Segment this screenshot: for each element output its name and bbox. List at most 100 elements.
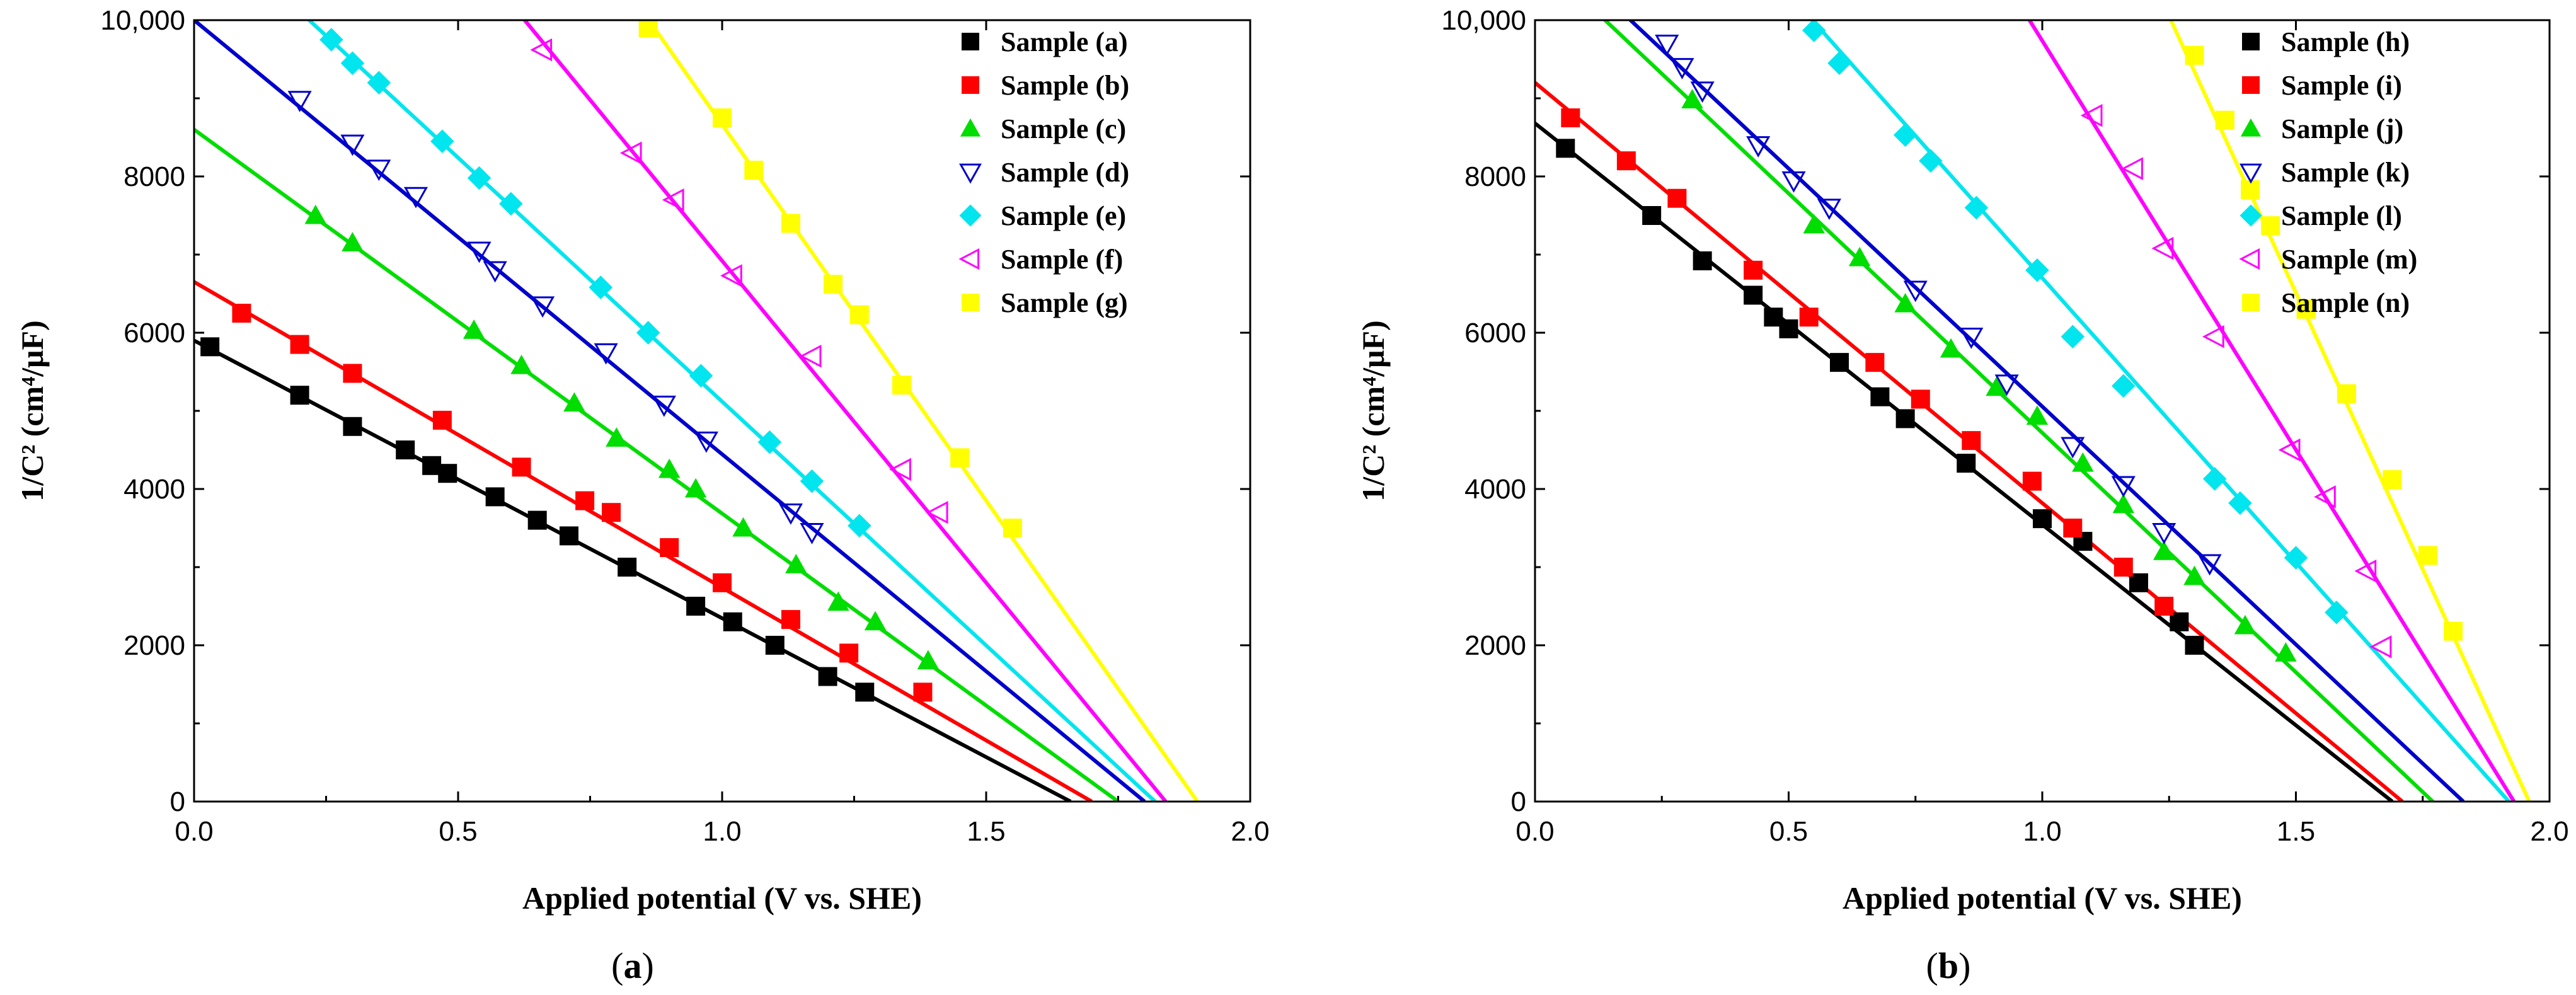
data-point [575, 491, 595, 510]
data-point [917, 650, 940, 670]
data-point [530, 38, 553, 62]
data-point [765, 636, 785, 655]
fit-line [522, 20, 1168, 802]
x-tick-label: 0.5 [1769, 816, 1808, 847]
data-point [1848, 246, 1871, 267]
data-point [652, 395, 676, 417]
data-point [559, 526, 578, 546]
data-point [1895, 409, 1915, 428]
fit-line [1602, 20, 2434, 802]
legend-marker [2242, 294, 2260, 311]
data-point [799, 344, 822, 368]
chart-panel-a: 0.0 0.5 1.0 1.5 2.0 0 2000 4000 6000 8000 10,000 Ap… [14, 5, 1270, 986]
data-point [594, 343, 618, 365]
data-point [2072, 452, 2094, 472]
data-point [2325, 601, 2349, 624]
legend-marker [962, 76, 979, 94]
data-point [720, 264, 742, 287]
data-point [2151, 236, 2174, 260]
x-axis-title: Applied potential (V vs. SHE) [1843, 880, 2242, 916]
data-point [589, 275, 613, 299]
data-point [684, 478, 707, 498]
data-point [2033, 509, 2052, 529]
data-point [618, 558, 637, 577]
legend-label: Sample (k) [2281, 157, 2410, 188]
data-point [2112, 493, 2135, 514]
fit-line [2168, 20, 2531, 802]
y-tick-label: 0 [1511, 786, 1526, 817]
data-point [1744, 260, 1763, 280]
data-point [438, 464, 457, 483]
x-tick-label: 1.5 [2277, 816, 2315, 847]
legend-label: Sample (d) [1001, 157, 1129, 188]
data-point [686, 597, 706, 616]
data-point [2022, 471, 2042, 491]
fit-line [194, 128, 1120, 802]
data-point [757, 430, 782, 454]
plot-area [1535, 20, 2531, 802]
data-point [2337, 384, 2356, 403]
legend-marker [2240, 204, 2262, 227]
data-point [689, 364, 713, 388]
y-tick-label: 6000 [124, 318, 185, 348]
data-point [606, 427, 628, 447]
data-point [1940, 338, 1962, 358]
data-point [2112, 374, 2136, 398]
data-point [2153, 540, 2175, 560]
legend-marker [2240, 118, 2262, 137]
data-point [732, 517, 754, 537]
data-point [1667, 188, 1687, 208]
data-point [1681, 89, 1703, 108]
data-point [1894, 292, 1916, 313]
data-point [2185, 45, 2204, 65]
legend-marker [2240, 163, 2262, 184]
data-point [889, 457, 911, 481]
data-point [531, 296, 555, 318]
data-point [848, 514, 871, 538]
panel-caption: (b) [1926, 945, 1971, 986]
data-point [343, 417, 362, 436]
data-point [662, 188, 684, 212]
legend-marker [958, 248, 980, 270]
data-point [602, 503, 621, 522]
data-point [1642, 206, 1662, 225]
x-tick-label: 1.5 [967, 816, 1005, 847]
data-point [778, 503, 803, 525]
data-point [1670, 58, 1694, 79]
data-point [800, 522, 824, 544]
data-point [2418, 546, 2437, 565]
y-tick-label: 10,000 [100, 5, 185, 36]
fit-line [2027, 20, 2516, 802]
data-point [2025, 258, 2049, 282]
data-point [2202, 467, 2227, 491]
data-point [1957, 454, 1976, 473]
data-point [1962, 431, 1981, 451]
data-point [342, 232, 364, 251]
data-point [512, 457, 531, 477]
data-point [1893, 123, 1918, 147]
chart-panel-b: 0.0 0.5 1.0 1.5 2.0 0 2000 4000 6000 8000 10,000 Ap… [1355, 5, 2569, 986]
data-point [892, 376, 911, 395]
legend-marker [960, 118, 981, 137]
data-point [1744, 285, 1763, 305]
data-point [367, 159, 391, 181]
data-point [744, 161, 764, 180]
data-point [2215, 110, 2234, 130]
data-point [1830, 353, 1849, 372]
data-point [823, 275, 842, 294]
fit-line [194, 280, 1093, 802]
data-point [2121, 157, 2143, 180]
data-point [432, 410, 452, 430]
data-point [1903, 280, 1928, 302]
fit-line [1628, 20, 2465, 802]
data-point [1803, 214, 1825, 234]
data-point [1556, 139, 1575, 158]
data-point [232, 304, 251, 323]
legend-label: Sample (h) [2281, 26, 2410, 57]
data-point [1964, 195, 1989, 220]
data-point [340, 134, 365, 156]
data-point [2354, 559, 2377, 583]
fit-line [1810, 20, 2510, 802]
data-point [781, 610, 800, 630]
